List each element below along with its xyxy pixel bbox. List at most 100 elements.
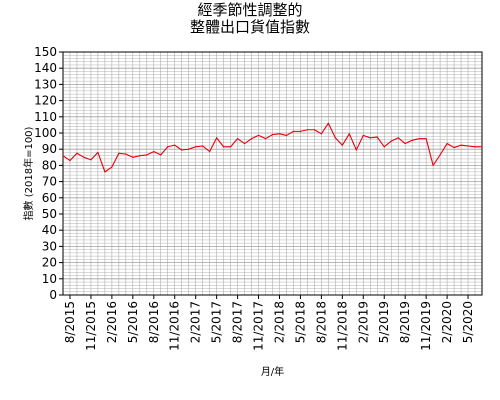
data-point [432, 164, 434, 166]
data-point [132, 156, 134, 158]
data-point [264, 138, 267, 140]
y-tick-label: 20 [42, 256, 57, 270]
y-tick-label: 80 [42, 158, 57, 172]
y-tick-label: 70 [42, 175, 57, 189]
data-point [202, 145, 204, 147]
y-tick-label: 30 [42, 239, 57, 253]
data-point [69, 159, 71, 162]
x-tick-label: 11/2019 [419, 301, 433, 351]
data-point [369, 137, 371, 139]
data-point [223, 146, 225, 148]
x-tick-label: 8/2016 [147, 301, 161, 343]
x-tick-label: 8/2017 [231, 301, 245, 343]
x-tick-labels: 8/2015 11/2015 2/2016 5/2016 8/2016 11/2016 2/… [63, 301, 475, 351]
y-tick-label: 150 [34, 45, 57, 59]
y-tick-label: 0 [49, 288, 57, 302]
series-layer [62, 122, 483, 173]
x-tick-label: 8/2019 [398, 301, 412, 343]
data-point [90, 159, 92, 161]
data-point [209, 151, 211, 153]
data-point [383, 146, 385, 148]
data-point [125, 153, 127, 155]
data-point [467, 145, 469, 147]
data-point [83, 156, 85, 158]
data-point [481, 146, 483, 148]
data-point [250, 138, 253, 140]
chart-title: 經季節性調整的 整體出口貨值指數 [0, 2, 500, 36]
data-point [97, 151, 99, 154]
data-point [390, 140, 392, 142]
y-tick-label: 130 [34, 77, 57, 91]
data-point [195, 146, 197, 148]
x-tick-label: 5/2020 [461, 301, 475, 343]
data-point [230, 146, 232, 148]
data-point [257, 134, 260, 137]
x-tick-label: 11/2018 [335, 301, 349, 351]
data-point [327, 122, 329, 124]
x-tick-label: 5/2018 [293, 301, 307, 343]
data-point [111, 166, 113, 168]
x-tick-label: 5/2019 [377, 301, 391, 343]
x-tick-label: 5/2016 [126, 301, 140, 343]
data-point [243, 142, 246, 145]
data-point [460, 144, 462, 146]
x-tick-label: 11/2015 [84, 301, 98, 351]
data-point [411, 139, 413, 141]
y-tick-label: 10 [42, 272, 57, 286]
data-point [397, 137, 399, 139]
x-axis-label: 月/年 [261, 365, 284, 378]
data-point [474, 146, 476, 148]
data-point [139, 155, 141, 157]
data-point [306, 129, 309, 131]
y-tick-labels: 0 10 20 30 40 50 60 70 80 90 100 110 120 130 140 150 [34, 45, 57, 302]
x-tick-label: 8/2018 [314, 301, 328, 343]
plot-frame [62, 51, 483, 296]
data-point [313, 129, 315, 131]
data-point [181, 149, 183, 151]
data-point [62, 155, 64, 157]
data-point [341, 144, 343, 146]
x-tick-label: 8/2015 [63, 301, 77, 343]
data-point [118, 152, 120, 154]
data-point [453, 146, 455, 149]
data-point [439, 154, 441, 156]
data-point [362, 134, 364, 137]
data-point [271, 134, 274, 136]
data-point [285, 134, 288, 137]
data-point [355, 149, 357, 151]
grid [62, 51, 483, 296]
y-tick-label: 90 [42, 142, 57, 156]
data-point [376, 136, 378, 138]
chart-title-line-1: 經季節性調整的 [197, 1, 303, 19]
chart-title-line-2: 整體出口貨值指數 [189, 18, 310, 36]
data-point [188, 148, 190, 150]
y-tick-label: 40 [42, 223, 57, 237]
x-tick-label: 11/2017 [252, 301, 266, 351]
y-axis-label: 指數 (2018年=100) [22, 126, 35, 220]
data-point [299, 130, 302, 132]
data-point [76, 152, 78, 154]
y-tick-label: 120 [34, 94, 57, 108]
x-tick-label: 2/2018 [272, 301, 286, 343]
data-point [348, 133, 350, 135]
data-point [425, 138, 427, 140]
data-point [216, 137, 218, 139]
x-tick-label: 2/2017 [189, 301, 203, 343]
x-tick-label: 2/2016 [105, 301, 119, 343]
data-point [446, 142, 448, 145]
data-point [174, 144, 176, 146]
x-tick-label: 2/2019 [356, 301, 370, 343]
data-point [160, 154, 162, 156]
axes [59, 51, 483, 299]
x-tick-label: 11/2016 [168, 301, 182, 351]
x-tick-label: 5/2017 [210, 301, 224, 343]
data-point [146, 154, 148, 156]
data-point [320, 133, 322, 135]
y-tick-label: 60 [42, 191, 57, 205]
data-point [278, 133, 281, 135]
data-point [153, 151, 155, 153]
x-tick-label: 2/2020 [440, 301, 454, 343]
y-tick-label: 100 [34, 126, 57, 140]
data-point [334, 137, 336, 139]
